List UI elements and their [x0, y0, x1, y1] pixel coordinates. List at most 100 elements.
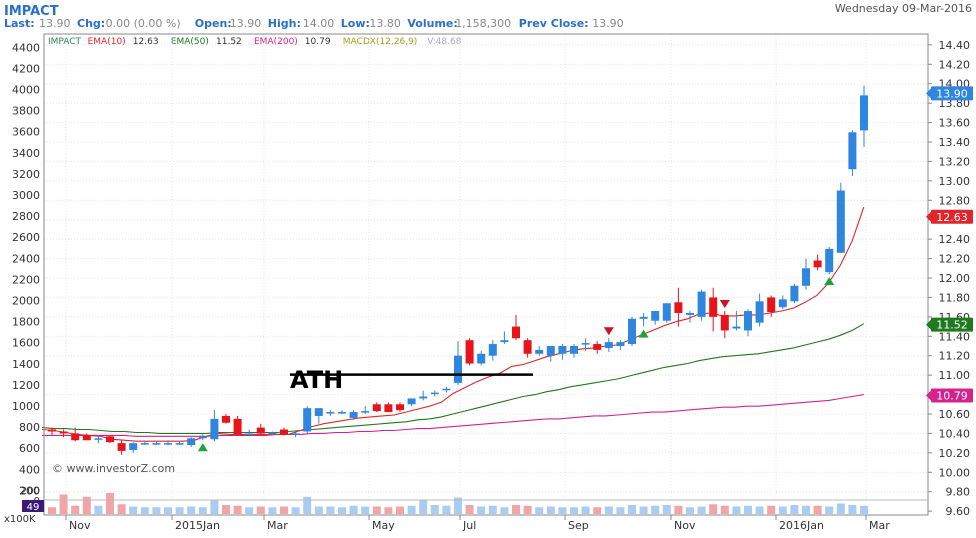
candle-body: [419, 396, 428, 399]
price-tick-label: 11.20: [939, 350, 971, 363]
quote-label: Open:: [195, 17, 232, 30]
candle-body: [384, 404, 393, 413]
candle-body: [210, 418, 219, 440]
volume-bar: [570, 507, 578, 514]
candle-body: [372, 404, 381, 412]
buy-signal-marker: [824, 277, 835, 286]
candle-body: [117, 443, 126, 451]
volume-bar: [140, 507, 149, 514]
quote-label: High:: [268, 17, 301, 30]
candle-body: [813, 260, 822, 268]
quote-label: Last:: [4, 17, 35, 30]
volume-bar: [129, 506, 138, 514]
x-tick-label: Nov: [69, 519, 91, 532]
volume-bar: [384, 507, 393, 514]
left-tick-label: 4200: [12, 62, 40, 75]
volume-bar: [465, 505, 474, 514]
left-tick-label: 3200: [12, 168, 40, 181]
volume-bar: [778, 506, 787, 514]
candle-body: [790, 285, 799, 302]
quote-value: 13.80: [369, 17, 401, 30]
volume-bar: [860, 505, 868, 514]
price-tick-label: 11.00: [939, 369, 971, 382]
candle-body: [280, 429, 288, 435]
price-label-arrow: [926, 319, 931, 330]
buy-signal-marker: [197, 443, 208, 452]
volume-bar: [697, 506, 706, 514]
price-tick-label: 11.40: [939, 330, 971, 343]
left-tick-label: 1000: [12, 400, 40, 413]
candle-body: [465, 340, 474, 364]
watermark: © www.investorZ.com: [52, 462, 175, 475]
candle-body: [744, 311, 752, 331]
candle-body: [732, 326, 741, 329]
ema200-line: [42, 394, 864, 437]
ath-label: ATH: [290, 366, 343, 394]
price-tick-label: 12.00: [939, 272, 971, 285]
candle-body: [164, 443, 172, 445]
legend-value: 10.79: [305, 37, 331, 47]
candle-body: [767, 297, 776, 312]
sell-signal-marker: [719, 300, 730, 309]
volume-bar: [686, 507, 694, 514]
candle-body: [396, 404, 404, 411]
legend-label: MACDX(12,26,9): [343, 37, 418, 47]
candle-body: [604, 342, 613, 348]
left-tick-label: 3000: [12, 189, 40, 202]
quote-value: 13.90: [230, 17, 261, 30]
legend-label: EMA(200): [254, 37, 298, 47]
candle-body: [616, 342, 625, 346]
volume-bar: [442, 505, 451, 514]
volume-bar: [709, 504, 718, 514]
candle-body: [454, 355, 462, 383]
candle-body: [523, 340, 532, 354]
volume-bar: [732, 506, 741, 514]
quote-value: 1,158,300: [455, 17, 511, 30]
volume-bar: [314, 506, 323, 514]
candle-body: [140, 443, 149, 445]
candle-body: [71, 433, 80, 441]
candle-body: [686, 312, 694, 315]
volume-bar: [71, 505, 80, 514]
candle-body: [535, 349, 544, 354]
price-label-arrow: [926, 88, 931, 99]
candle-body: [303, 408, 312, 432]
volume-bar: [407, 505, 416, 514]
candle-body: [268, 432, 277, 434]
price-tick-label: 13.00: [939, 175, 971, 188]
volume-bar: [628, 505, 636, 514]
volume-bar: [813, 505, 822, 514]
quote-label: Chg:: [77, 17, 105, 30]
candle-body: [512, 326, 520, 339]
volume-bar: [233, 505, 242, 514]
left-tick-label: 2600: [12, 231, 40, 244]
candle-body: [175, 443, 184, 445]
price-tick-label: 14.20: [939, 58, 971, 71]
volume-bar: [848, 505, 857, 514]
volume-bar: [82, 496, 91, 514]
legend-value: 11.52: [216, 37, 242, 47]
quote-row: Last: 13.90 Chg: 0.00 (0.00 %) Open:13.90 Hig…: [4, 17, 624, 30]
candle-body: [349, 412, 358, 418]
left-tick-label: 2200: [12, 273, 40, 286]
price-tick-label: 12.80: [939, 194, 971, 207]
left-tick-label: 4400: [12, 41, 40, 54]
candle-body: [361, 411, 370, 413]
left-tick-label: 1600: [12, 337, 40, 350]
plot-frame: [43, 33, 929, 516]
volume-bar: [48, 507, 56, 514]
price-tick-label: 10.40: [939, 427, 971, 440]
buy-signal-marker: [638, 329, 649, 338]
volume-badge-text: 49: [27, 502, 40, 513]
legend-label: V:48.68: [427, 37, 461, 47]
price-tick-label: 10.00: [939, 466, 971, 479]
price-label-text: 12.63: [936, 211, 968, 224]
grid-lines: [44, 34, 928, 500]
axes: 9.609.8010.0010.2010.4010.6010.8011.0011…: [4, 33, 973, 532]
x-tick-label: Jul: [462, 519, 476, 532]
candle-body: [755, 301, 764, 323]
quote-value: 13.90: [592, 17, 624, 30]
sell-signal-marker: [603, 327, 614, 336]
price-tick-label: 9.60: [946, 505, 971, 518]
